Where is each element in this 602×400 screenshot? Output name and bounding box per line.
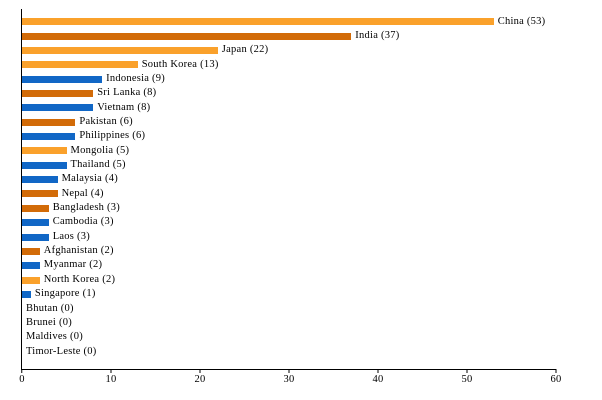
x-axis-tick: 60 xyxy=(551,369,562,386)
bar-label: Brunei (0) xyxy=(26,316,72,328)
bar-row: Myanmar (2) xyxy=(22,259,556,273)
bar-label: Philippines (6) xyxy=(79,130,146,142)
bar-row: North Korea (2) xyxy=(22,273,556,287)
bar-row: Japan (22) xyxy=(22,43,556,57)
tick-label: 20 xyxy=(194,374,206,385)
tick-mark xyxy=(555,369,557,373)
bar xyxy=(22,290,31,298)
x-axis: 0 10 20 30 40 50 60 xyxy=(19,369,561,389)
bar xyxy=(22,190,58,198)
bar-label: Mongolia (5) xyxy=(70,144,130,156)
bar-label: China (53) xyxy=(497,15,546,27)
bar xyxy=(22,32,352,40)
bar xyxy=(22,276,40,284)
bar-label: Timor-Leste (0) xyxy=(26,345,97,357)
bar xyxy=(22,118,76,126)
bar-label: Nepal (4) xyxy=(61,187,104,199)
bar-label: Pakistan (6) xyxy=(79,115,133,127)
bar-row: Nepal (4) xyxy=(22,187,556,201)
bar-row: Mongolia (5) xyxy=(22,144,556,158)
x-axis-tick: 40 xyxy=(373,369,384,386)
bar-label: Bhutan (0) xyxy=(26,302,74,314)
bar-label: Vietnam (8) xyxy=(97,101,151,113)
tick-mark xyxy=(288,369,290,373)
bar-row: Philippines (6) xyxy=(22,129,556,143)
bar xyxy=(22,104,94,112)
bar-label: Japan (22) xyxy=(221,44,269,56)
bar-label: Maldives (0) xyxy=(26,331,83,343)
x-axis-tick: 10 xyxy=(106,369,117,386)
bar-label: Cambodia (3) xyxy=(52,216,114,228)
bar-row: India (37) xyxy=(22,29,556,43)
bar xyxy=(22,161,67,169)
tick-mark xyxy=(110,369,112,373)
tick-label: 40 xyxy=(372,374,384,385)
bar-label: India (37) xyxy=(355,29,400,41)
bar-row: Singapore (1) xyxy=(22,287,556,301)
bar xyxy=(22,133,76,141)
bar xyxy=(22,147,67,155)
bar xyxy=(22,75,103,83)
bar-label: Singapore (1) xyxy=(34,288,96,300)
bar-row: Thailand (5) xyxy=(22,158,556,172)
plot-area: 0 10 20 30 40 50 60 China (53) India (37) Japan … xyxy=(19,9,561,385)
x-axis-tick: 50 xyxy=(462,369,473,386)
bar-label: South Korea (13) xyxy=(141,58,219,70)
bar-row: Sri Lanka (8) xyxy=(22,86,556,100)
bar xyxy=(22,233,49,241)
x-axis-tick: 20 xyxy=(195,369,206,386)
bar-row: Afghanistan (2) xyxy=(22,244,556,258)
bar-row: Pakistan (6) xyxy=(22,115,556,129)
bar-row: Bangladesh (3) xyxy=(22,201,556,215)
bar-row: Maldives (0) xyxy=(22,330,556,344)
bar-label: North Korea (2) xyxy=(43,273,116,285)
bar xyxy=(22,204,49,212)
bar-label: Sri Lanka (8) xyxy=(97,87,157,99)
bar xyxy=(22,219,49,227)
tick-label: 10 xyxy=(105,374,117,385)
bar-label: Myanmar (2) xyxy=(43,259,103,271)
bar xyxy=(22,262,40,270)
bar-row: Indonesia (9) xyxy=(22,72,556,86)
bar-row: China (53) xyxy=(22,15,556,29)
bar xyxy=(22,18,494,26)
tick-label: 50 xyxy=(461,374,473,385)
bar-row: Cambodia (3) xyxy=(22,216,556,230)
bar-label: Afghanistan (2) xyxy=(43,245,114,257)
bar-row: Laos (3) xyxy=(22,230,556,244)
x-axis-tick: 0 xyxy=(19,369,25,386)
bar xyxy=(22,61,138,69)
bar-row: Timor-Leste (0) xyxy=(22,345,556,359)
bar-label: Malaysia (4) xyxy=(61,173,118,185)
tick-mark xyxy=(21,369,23,373)
bar xyxy=(22,176,58,184)
tick-mark xyxy=(466,369,468,373)
tick-label: 60 xyxy=(550,374,562,385)
bar-row: Malaysia (4) xyxy=(22,172,556,186)
tick-label: 0 xyxy=(19,374,25,385)
bar-row: Vietnam (8) xyxy=(22,101,556,115)
bar-label: Thailand (5) xyxy=(70,159,126,171)
bar-label: Indonesia (9) xyxy=(106,72,166,84)
bar-row: South Korea (13) xyxy=(22,58,556,72)
bar-label: Bangladesh (3) xyxy=(52,202,121,214)
bar xyxy=(22,46,218,54)
bar-row: Brunei (0) xyxy=(22,316,556,330)
bar xyxy=(22,247,40,255)
tick-mark xyxy=(199,369,201,373)
bar xyxy=(22,90,94,98)
x-axis-tick: 30 xyxy=(284,369,295,386)
tick-label: 30 xyxy=(283,374,295,385)
bar-label: Laos (3) xyxy=(52,230,90,242)
tick-mark xyxy=(377,369,379,373)
bar-row: Bhutan (0) xyxy=(22,302,556,316)
